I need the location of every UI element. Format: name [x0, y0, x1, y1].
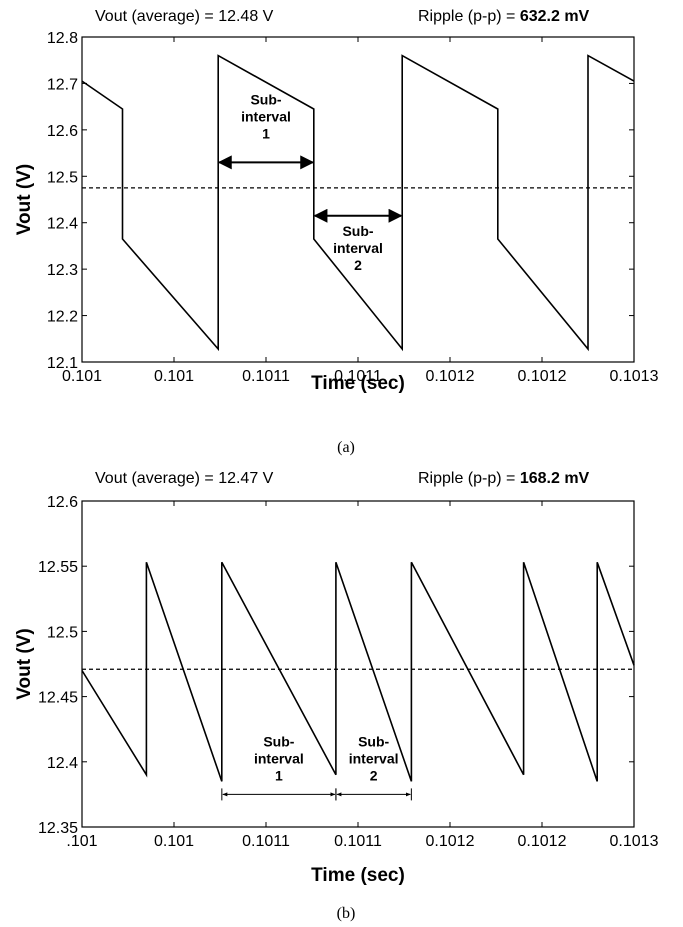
x-tick-label: 0.101: [154, 833, 194, 850]
sub-interval-label: Sub-: [263, 733, 294, 749]
y-tick-label: 12.2: [47, 309, 78, 326]
sub-interval-label: 2: [354, 257, 362, 273]
sub-interval-label: Sub-: [250, 91, 281, 107]
x-tick-label: 0.101: [154, 368, 194, 385]
y-tick-label: 12.3: [47, 262, 78, 279]
x-tick-label: 0.1012: [518, 833, 567, 850]
plot-frame: [81, 500, 635, 828]
y-tick-label: 12.35: [38, 820, 78, 837]
ripple-value: 168.2 mV: [520, 470, 590, 487]
average-stat: Vout (average) = 12.48 V: [95, 8, 274, 25]
x-tick-label: 0.1012: [518, 368, 567, 385]
y-tick-label: 12.8: [47, 30, 78, 47]
figure-caption: (a): [337, 439, 355, 456]
vout-waveform: [81, 54, 635, 352]
y-tick-label: 12.6: [47, 494, 78, 511]
y-tick-label: 12.5: [47, 169, 78, 186]
x-tick-label: .101: [66, 833, 97, 850]
chart-panel-a: Vout (average) = 12.48 V Ripple (p-p) = 6…: [0, 0, 683, 463]
y-axis-label: Vout (V): [14, 628, 35, 699]
sub-interval-label: 2: [370, 767, 378, 783]
x-axis-label: Time (sec): [311, 865, 405, 886]
chart-panel-b: Vout (average) = 12.47 V Ripple (p-p) = 1…: [0, 463, 683, 927]
ripple-stat: Ripple (p-p) = 168.2 mV: [418, 470, 590, 487]
average-stat: Vout (average) = 12.47 V: [95, 470, 274, 487]
x-tick-label: 0.1011: [334, 368, 382, 385]
y-axis-label: Vout (V): [14, 164, 35, 235]
sub-interval-label: Sub-: [358, 733, 389, 749]
ripple-value: 632.2 mV: [520, 8, 590, 25]
x-tick-label: 0.1012: [426, 368, 475, 385]
chart-b-svg: Vout (average) = 12.47 V Ripple (p-p) = 1…: [14, 470, 659, 922]
vout-waveform: [81, 561, 635, 782]
chart-a-svg: Vout (average) = 12.48 V Ripple (p-p) = 6…: [14, 8, 659, 456]
x-tick-label: 0.1013: [610, 833, 659, 850]
sub-interval-label: 1: [275, 767, 283, 783]
sub-interval-label: Sub-: [342, 223, 373, 239]
x-tick-label: 0.1011: [242, 833, 290, 850]
x-tick-label: 0.1012: [426, 833, 475, 850]
y-tick-label: 12.1: [47, 355, 78, 372]
y-tick-label: 12.4: [47, 216, 78, 233]
sub-interval-label: interval: [254, 750, 304, 766]
plot-frame: [81, 36, 635, 363]
x-tick-label: 0.1011: [334, 833, 382, 850]
x-tick-label: 0.101: [62, 368, 102, 385]
y-tick-label: 12.7: [47, 76, 78, 93]
x-axis-label: Time (sec): [311, 373, 405, 394]
figure-caption: (b): [337, 905, 356, 922]
ripple-stat: Ripple (p-p) = 632.2 mV: [418, 8, 590, 25]
y-tick-label: 12.4: [47, 755, 78, 772]
sub-interval-label: interval: [333, 240, 383, 256]
sub-interval-label: interval: [241, 108, 291, 124]
y-tick-label: 12.55: [38, 559, 78, 576]
sub-interval-label: interval: [349, 750, 399, 766]
sub-interval-label: 1: [262, 125, 270, 141]
x-tick-label: 0.1011: [242, 368, 290, 385]
y-tick-label: 12.45: [38, 690, 78, 707]
y-tick-label: 12.6: [47, 123, 78, 140]
y-tick-label: 12.5: [47, 624, 78, 641]
x-tick-label: 0.1013: [610, 368, 659, 385]
